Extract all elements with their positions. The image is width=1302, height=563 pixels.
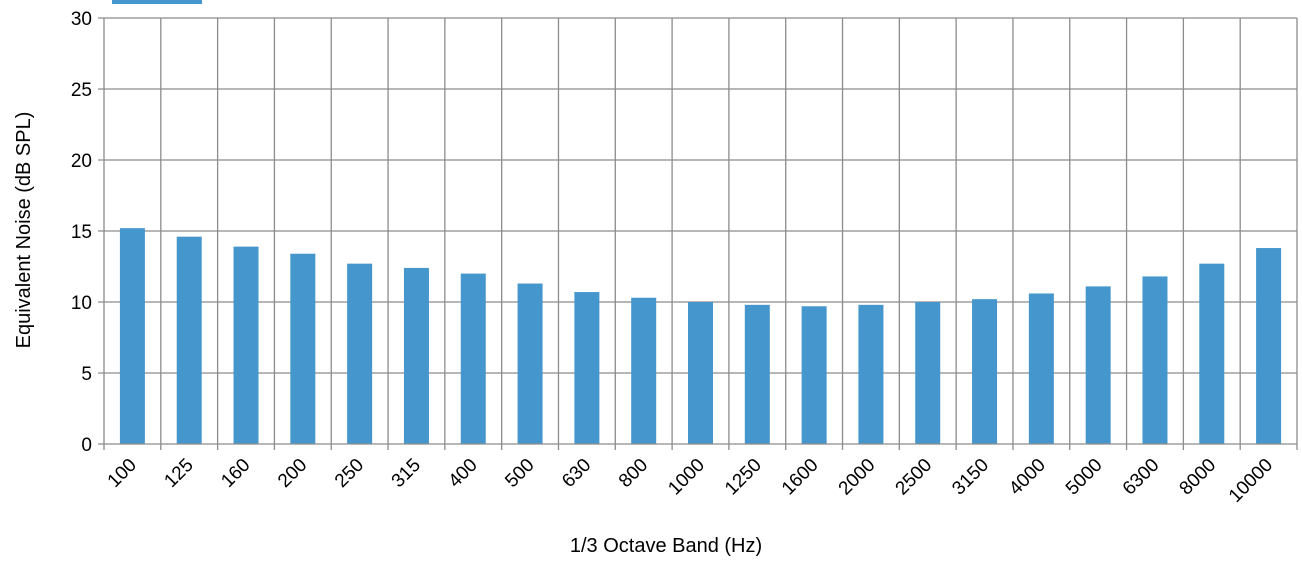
x-tick-label: 1250: [721, 455, 766, 500]
x-tick-label: 10000: [1225, 455, 1277, 507]
bar-500: [517, 283, 543, 444]
x-tick-label: 315: [388, 455, 425, 492]
bar-8000: [1199, 263, 1225, 444]
y-axis-title: Equivalent Noise (dB SPL): [13, 112, 35, 349]
bar-5000: [1085, 286, 1111, 444]
x-tick-label: 5000: [1062, 455, 1107, 500]
x-tick-label: 1600: [778, 455, 823, 500]
x-tick-labels: 100 125 160 200 250 315 400 500 630 800 1000 1250 16…: [104, 455, 1277, 507]
bar-160: [233, 246, 259, 444]
x-tick-label: 3150: [948, 455, 993, 500]
y-tick-labels: 0 5 10 15 20 25 30: [71, 9, 92, 456]
bar-1600: [801, 306, 827, 444]
bar-1000: [688, 302, 713, 444]
x-axis-title: 1/3 Octave Band (Hz): [570, 535, 762, 557]
bar-800: [631, 297, 657, 444]
bar-250: [347, 263, 373, 444]
bar-125: [176, 236, 202, 444]
bar-100: [119, 228, 145, 444]
bars: [119, 228, 1282, 444]
y-tick-label: 5: [81, 364, 92, 385]
header-accent: [112, 0, 202, 4]
bar-2500: [915, 302, 941, 444]
y-tick-label: 15: [71, 222, 92, 243]
x-tick-label: 400: [445, 455, 482, 492]
x-tick-label: 6300: [1119, 455, 1164, 500]
bar-315: [403, 267, 429, 444]
x-tick-label: 2500: [892, 455, 937, 500]
x-tick-label: 160: [217, 455, 254, 492]
bar-6300: [1142, 276, 1168, 444]
bar-2000: [858, 304, 884, 444]
y-tick-label: 30: [71, 9, 92, 30]
bar-1250: [744, 304, 770, 444]
bar-4000: [1028, 293, 1054, 444]
x-tick-label: 100: [104, 455, 141, 492]
x-tick-label: 2000: [835, 455, 880, 500]
x-tick-label: 4000: [1005, 455, 1050, 500]
bar-200: [290, 253, 316, 444]
x-tick-label: 8000: [1176, 455, 1221, 500]
bar-3150: [972, 299, 998, 444]
x-tick-label: 500: [501, 455, 538, 492]
bar-630: [574, 292, 600, 444]
x-tick-label: 250: [331, 455, 368, 492]
x-tick-label: 800: [615, 455, 652, 492]
gridlines: [98, 17, 1298, 450]
y-tick-label: 10: [71, 293, 92, 314]
x-tick-label: 200: [274, 455, 311, 492]
x-tick-label: 125: [160, 455, 197, 492]
x-tick-label: 1000: [664, 455, 709, 500]
bar-400: [460, 273, 486, 444]
y-tick-label: 20: [71, 151, 92, 172]
y-tick-label: 25: [71, 80, 92, 101]
bar-10000: [1256, 248, 1282, 444]
x-tick-label: 630: [558, 455, 595, 492]
y-tick-label: 0: [81, 435, 92, 456]
